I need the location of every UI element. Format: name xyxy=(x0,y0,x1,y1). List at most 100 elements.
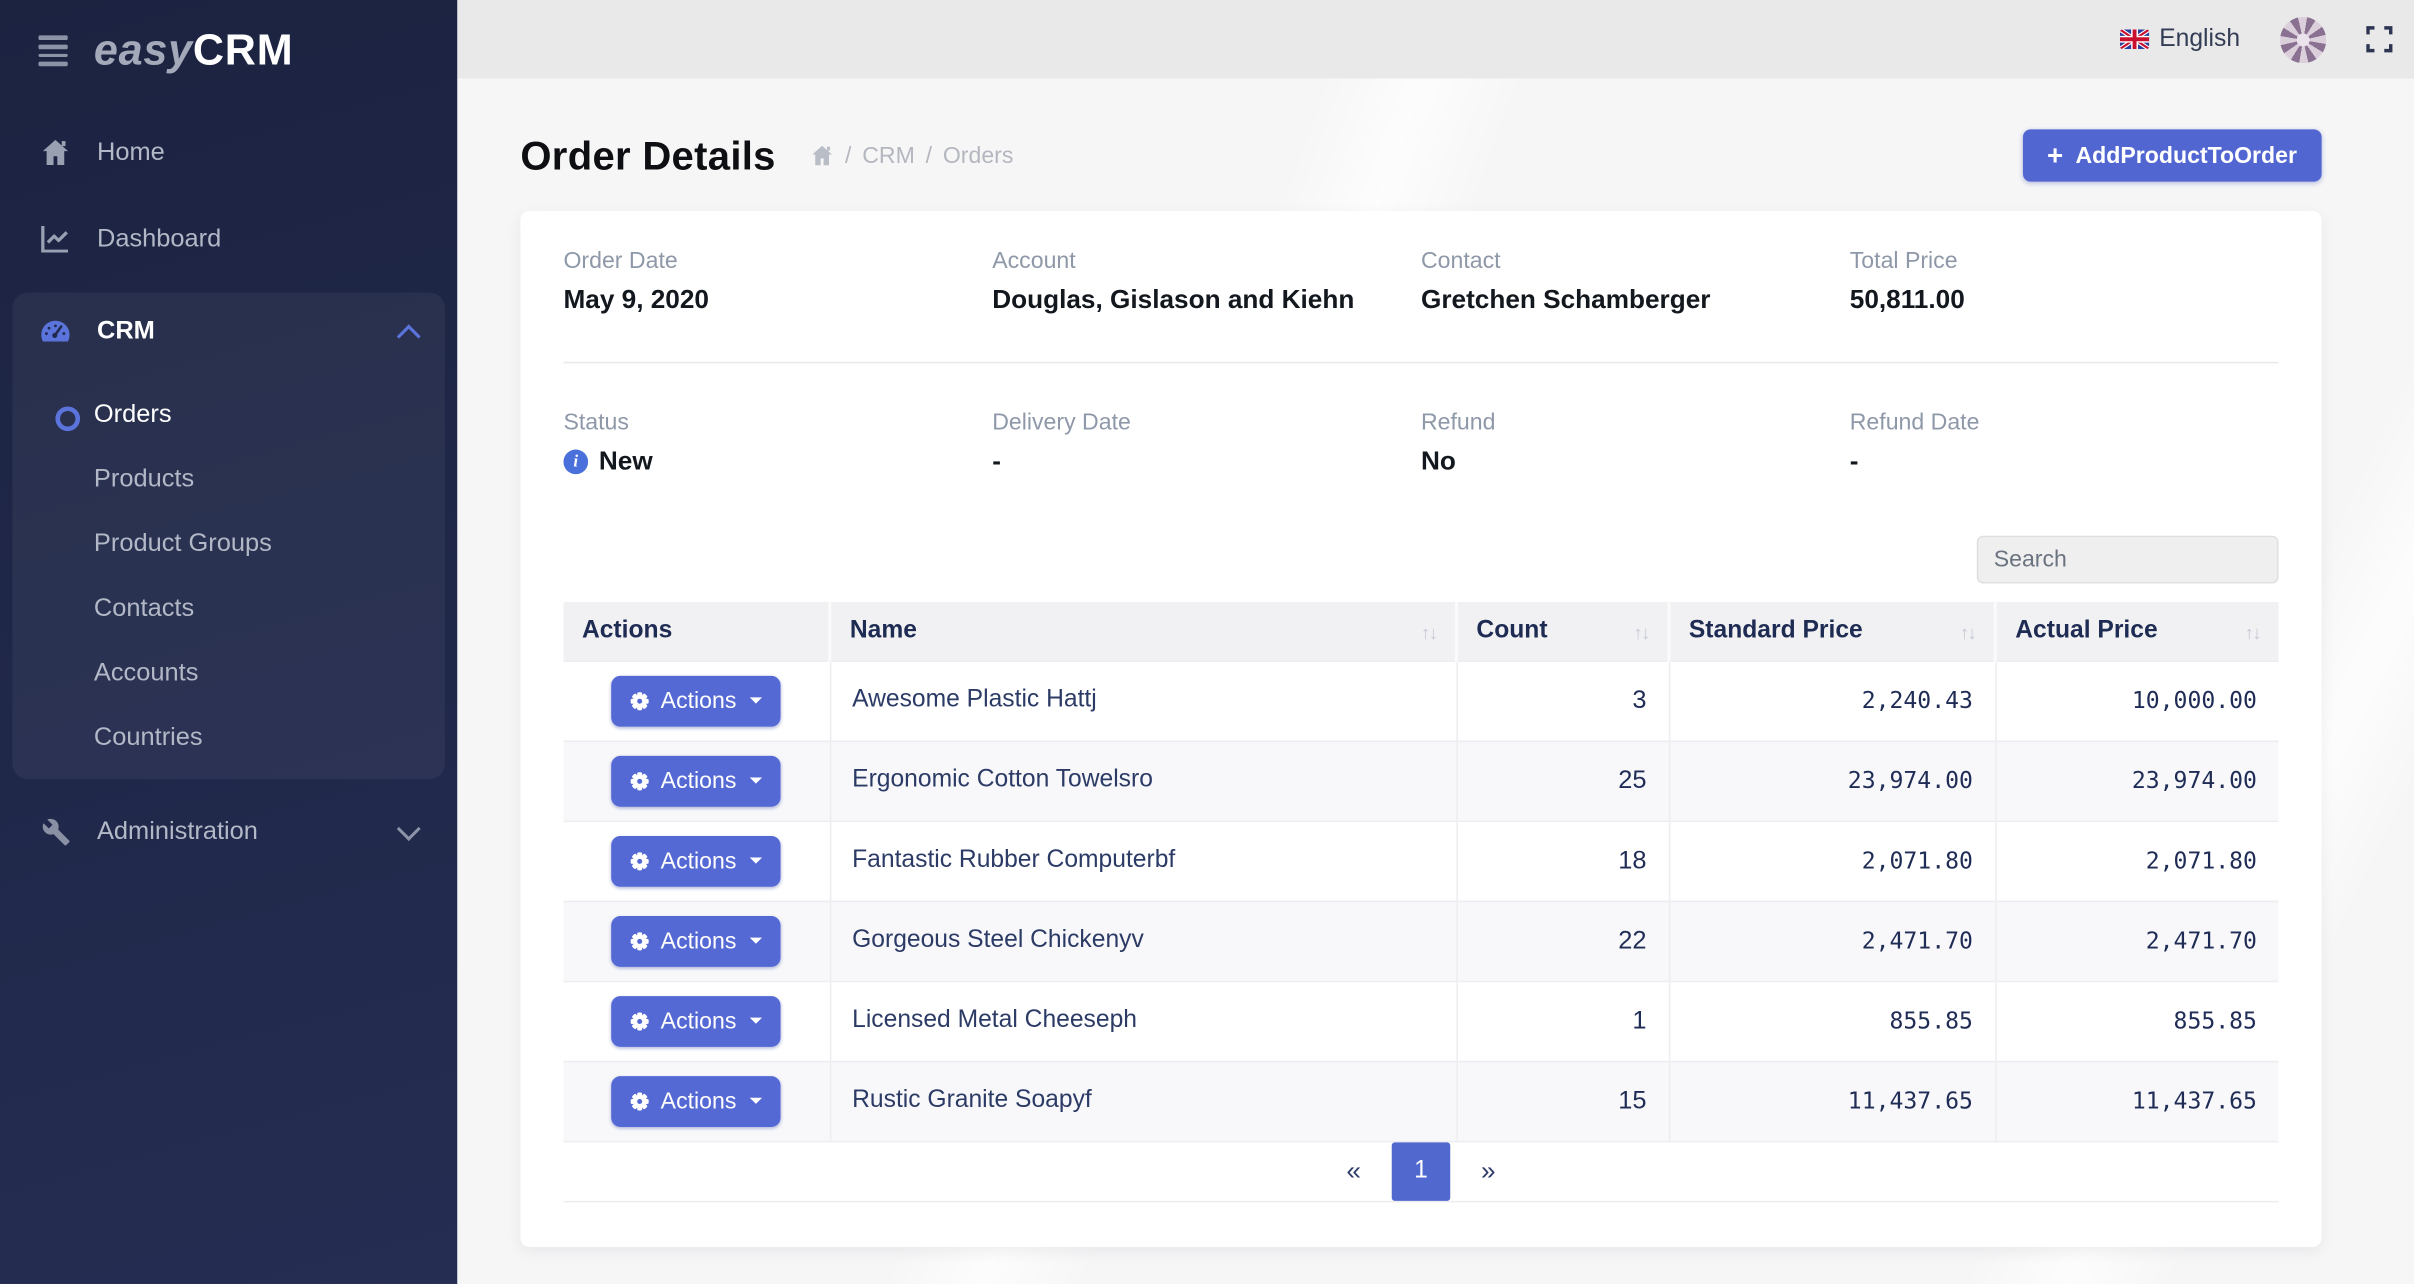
sort-icon[interactable]: ↑↓ xyxy=(1959,621,1977,644)
crm-submenu: Orders Products Product Groups Contacts … xyxy=(12,369,445,769)
order-info-row-2: Status i New Delivery Date - Refund No R… xyxy=(563,410,2278,478)
brand-logo[interactable]: easyCRM xyxy=(94,26,294,74)
cell-name: Ergonomic Cotton Towelsro xyxy=(829,739,1457,821)
field-value: - xyxy=(992,446,1001,476)
cell-count: 1 xyxy=(1455,979,1669,1061)
cell-actual-price: 23,974.00 xyxy=(1994,739,2279,821)
gear-icon xyxy=(630,931,649,950)
field-refund-date: Refund Date - xyxy=(1850,410,2279,478)
sidebar-item-crm[interactable]: CRM xyxy=(12,293,445,370)
row-actions-button[interactable]: Actions xyxy=(611,675,782,726)
wrench-icon xyxy=(40,817,71,846)
cell-standard-price: 855.85 xyxy=(1668,979,1996,1061)
fullscreen-icon[interactable] xyxy=(2366,26,2393,53)
cell-actual-price: 2,471.70 xyxy=(1994,899,2279,981)
breadcrumb-crm[interactable]: CRM xyxy=(862,142,915,169)
cell-standard-price: 11,437.65 xyxy=(1668,1059,1996,1141)
info-icon[interactable]: i xyxy=(563,449,589,475)
field-total-price: Total Price 50,811.00 xyxy=(1850,248,2279,316)
breadcrumb: / CRM / Orders xyxy=(810,142,1014,169)
sidebar-item-label: Administration xyxy=(96,816,258,845)
row-actions-button[interactable]: Actions xyxy=(611,835,782,887)
brand-logo-crm: CRM xyxy=(192,26,294,74)
caret-down-icon xyxy=(750,777,763,784)
sort-icon[interactable]: ↑↓ xyxy=(2244,621,2262,644)
sidebar-item-administration[interactable]: Administration xyxy=(0,794,457,868)
cell-standard-price: 23,974.00 xyxy=(1668,739,1996,821)
row-actions-button[interactable]: Actions xyxy=(611,995,782,1047)
sidebar-item-product-groups[interactable]: Product Groups xyxy=(12,511,445,576)
sidebar-item-label: Products xyxy=(93,464,195,492)
cell-actual-price: 855.85 xyxy=(1994,979,2279,1061)
gear-icon xyxy=(630,1092,649,1111)
column-header-count[interactable]: ↑↓ Count xyxy=(1454,601,1669,661)
add-product-to-order-button[interactable]: + AddProductToOrder xyxy=(2022,129,2322,182)
field-delivery-date: Delivery Date - xyxy=(992,410,1421,478)
field-label: Status xyxy=(563,409,629,436)
avatar[interactable] xyxy=(2280,16,2327,63)
breadcrumb-separator: / xyxy=(925,142,933,169)
table-row: Actions Rustic Granite Soapyf 15 11,437.… xyxy=(563,1059,2279,1141)
topbar: English xyxy=(457,0,2414,79)
column-header-name[interactable]: ↑↓ Name xyxy=(828,601,1457,661)
field-label: Total Price xyxy=(1849,247,1958,275)
breadcrumb-orders: Orders xyxy=(942,142,1014,169)
breadcrumb-home-icon[interactable] xyxy=(810,145,835,167)
field-label: Order Date xyxy=(563,247,678,275)
cell-count: 22 xyxy=(1455,899,1669,981)
field-value: Gretchen Schamberger xyxy=(1420,284,1711,315)
table-toolbar xyxy=(563,535,2279,584)
field-account: Account Douglas, Gislason and Kiehn xyxy=(992,248,1421,316)
sidebar-item-label: Home xyxy=(96,137,165,166)
sidebar-item-contacts[interactable]: Contacts xyxy=(12,576,445,641)
table-row: Actions Fantastic Rubber Computerbf 18 2… xyxy=(563,819,2279,901)
field-refund: Refund No xyxy=(1421,410,1850,478)
row-actions-button[interactable]: Actions xyxy=(611,1075,782,1127)
search-input[interactable] xyxy=(1976,535,2279,584)
chevron-up-icon xyxy=(396,323,421,348)
field-value: 50,811.00 xyxy=(1849,284,1965,315)
sidebar-item-label: Contacts xyxy=(93,593,195,622)
field-label: Account xyxy=(992,247,1076,275)
cell-standard-price: 2,071.80 xyxy=(1668,819,1996,901)
dashboard-chart-icon xyxy=(40,225,71,253)
field-order-date: Order Date May 9, 2020 xyxy=(563,248,992,316)
add-button-label: AddProductToOrder xyxy=(2075,142,2297,169)
status-badge: New xyxy=(598,446,653,476)
sort-icon[interactable]: ↑↓ xyxy=(1420,621,1438,644)
sidebar-item-orders[interactable]: Orders xyxy=(12,382,445,447)
row-actions-button[interactable]: Actions xyxy=(611,755,782,806)
field-value: Douglas, Gislason and Kiehn xyxy=(992,284,1355,315)
language-label: English xyxy=(2159,25,2241,52)
language-selector[interactable]: English xyxy=(2119,25,2240,53)
column-header-actions: Actions xyxy=(563,601,830,661)
sidebar-item-countries[interactable]: Countries xyxy=(12,705,445,770)
cell-name: Rustic Granite Soapyf xyxy=(829,1059,1457,1141)
column-header-actual-price[interactable]: ↑↓ Actual Price xyxy=(1993,601,2279,661)
column-header-standard-price[interactable]: ↑↓ Standard Price xyxy=(1667,601,1996,661)
field-label: Contact xyxy=(1420,247,1501,275)
caret-down-icon xyxy=(750,697,763,704)
sidebar-item-products[interactable]: Products xyxy=(12,446,445,511)
pagination-page-1[interactable]: 1 xyxy=(1391,1142,1451,1201)
menu-toggle-icon[interactable] xyxy=(38,35,68,66)
sidebar-item-label: Countries xyxy=(93,722,203,751)
row-actions-button[interactable]: Actions xyxy=(611,915,782,967)
products-table: Actions ↑↓ Name ↑↓ Count ↑↓ Standard Price … xyxy=(563,601,2279,1141)
sidebar-item-accounts[interactable]: Accounts xyxy=(12,640,445,705)
plus-icon: + xyxy=(2046,140,2064,171)
sort-icon[interactable]: ↑↓ xyxy=(1633,621,1650,644)
sidebar-item-label: Accounts xyxy=(93,658,199,686)
cell-actual-price: 2,071.80 xyxy=(1994,819,2279,901)
sidebar-item-dashboard[interactable]: Dashboard xyxy=(0,203,457,274)
cell-name: Licensed Metal Cheeseph xyxy=(829,979,1457,1061)
sidebar-group-crm: CRM Orders Products Product Groups xyxy=(12,292,445,780)
cell-count: 3 xyxy=(1455,659,1669,741)
chevron-down-icon xyxy=(396,816,421,841)
pagination-prev[interactable]: « xyxy=(1346,1156,1361,1186)
field-value: No xyxy=(1420,446,1456,476)
sidebar-item-home[interactable]: Home xyxy=(0,117,457,188)
cell-standard-price: 2,240.43 xyxy=(1668,659,1996,741)
pagination-next[interactable]: » xyxy=(1481,1156,1496,1186)
